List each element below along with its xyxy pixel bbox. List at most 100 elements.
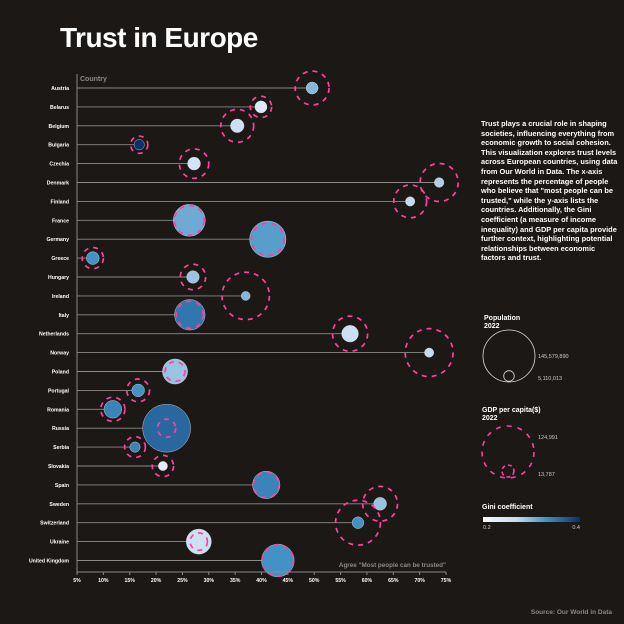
country-label: Sweden — [49, 502, 69, 508]
population-bubble — [86, 251, 100, 265]
gdp-ring — [173, 204, 206, 237]
population-bubble — [131, 383, 145, 397]
country-label: Czechia — [49, 162, 69, 168]
y-axis-label: Country — [80, 76, 107, 83]
country-row: Austria — [51, 70, 330, 106]
population-bubble — [249, 220, 287, 258]
gdp-ring — [219, 108, 255, 144]
country-label: Spain — [55, 483, 69, 489]
x-tick-label: 40% — [256, 578, 267, 584]
x-tick-label: 15% — [125, 578, 136, 584]
country-row: Hungary — [48, 263, 207, 291]
x-tick-label: 50% — [309, 578, 320, 584]
gdp-ring — [151, 454, 175, 478]
source-note: Source: Our World in Data — [530, 609, 612, 616]
gdp-ring — [164, 360, 186, 383]
country-label: Finland — [51, 199, 69, 205]
gdp-ring — [392, 184, 428, 219]
country-label: Norway — [50, 351, 69, 357]
country-label: Belarus — [50, 105, 69, 111]
population-bubble — [405, 196, 416, 207]
country-label: United Kingdom — [29, 559, 69, 565]
country-row: Greece — [51, 246, 105, 270]
chart-title: Trust in Europe — [60, 22, 258, 53]
population-bubble — [341, 325, 359, 343]
population-bubble — [187, 156, 201, 171]
gdp-ring — [261, 543, 295, 578]
country-label: Denmark — [47, 181, 69, 187]
gini-colorbar — [483, 517, 580, 522]
population-bubble — [133, 139, 145, 151]
country-row: Belgium — [49, 108, 255, 144]
gdp-ring — [331, 315, 369, 353]
country-row: Portugal — [48, 378, 151, 403]
gdp-ring — [249, 95, 273, 119]
country-label: France — [52, 218, 69, 224]
gdp-ring — [189, 532, 209, 552]
country-row: Serbia — [53, 435, 147, 459]
population-legend-year: 2022 — [484, 323, 500, 330]
country-row: Italy — [59, 299, 206, 331]
country-row: Finland — [51, 184, 428, 219]
x-tick-label: 20% — [151, 578, 162, 584]
country-label: Belgium — [49, 124, 70, 130]
gdp-ring — [250, 222, 285, 257]
x-tick-label: 70% — [414, 578, 425, 584]
country-row: Bulgaria — [48, 135, 149, 155]
population-bubble — [434, 177, 445, 188]
x-tick-label: 25% — [177, 578, 188, 584]
population-bubble — [174, 299, 206, 331]
x-tick-label: 10% — [98, 578, 109, 584]
country-row: Switzerland — [40, 499, 382, 546]
country-label: Romania — [47, 407, 69, 413]
population-bubble — [158, 461, 168, 471]
x-tick-label: 65% — [388, 578, 399, 584]
country-row: Sweden — [49, 485, 399, 523]
gdp-ring — [419, 162, 460, 203]
gdp-legend-min-label: 13,787 — [538, 472, 555, 478]
country-label: Greece — [51, 256, 69, 262]
country-row: Netherlands — [39, 315, 369, 353]
population-bubble — [305, 81, 319, 95]
country-label: Serbia — [53, 445, 69, 451]
country-label: Ukraine — [50, 540, 69, 546]
country-label: Netherlands — [39, 332, 69, 338]
gdp-ring — [404, 327, 454, 378]
description-text: Trust plays a crucial role in shaping so… — [481, 119, 618, 263]
x-axis-label: Agree "Most people can be trusted" — [339, 562, 446, 569]
country-label: Poland — [52, 370, 69, 376]
gdp-ring — [361, 485, 399, 523]
country-row: Denmark — [47, 162, 460, 203]
population-bubble — [173, 204, 206, 237]
population-bubble — [103, 400, 122, 419]
country-row: Poland — [52, 358, 188, 385]
population-legend-title: Population — [484, 315, 520, 322]
population-bubble — [351, 516, 365, 529]
country-label: Hungary — [48, 275, 69, 281]
x-tick-label: 30% — [204, 578, 215, 584]
gdp-ring — [179, 263, 207, 291]
population-legend-max-circle — [482, 329, 536, 383]
population-bubble — [129, 441, 141, 453]
gdp-ring — [129, 135, 149, 155]
gdp-legend-year: 2022 — [482, 415, 498, 422]
country-row: Belarus — [50, 95, 273, 119]
gdp-legend-max-circle — [481, 425, 535, 479]
gdp-ring — [294, 70, 330, 106]
country-row: Russia — [52, 404, 191, 453]
country-row: Ireland — [52, 271, 271, 321]
country-row: Ukraine — [50, 528, 212, 555]
country-row: Romania — [47, 396, 126, 423]
country-row: Slovakia — [48, 454, 175, 478]
gdp-ring — [123, 435, 147, 459]
country-label: Switzerland — [40, 521, 69, 527]
x-tick-label: 35% — [230, 578, 241, 584]
country-label: Slovakia — [48, 464, 69, 470]
x-tick-label: 55% — [335, 578, 346, 584]
gdp-legend-min-circle — [501, 464, 515, 478]
gdp-legend-title: GDP per capita($) — [482, 407, 541, 414]
country-row: France — [52, 204, 206, 237]
gdp-ring — [175, 300, 205, 330]
population-bubble — [240, 291, 251, 301]
